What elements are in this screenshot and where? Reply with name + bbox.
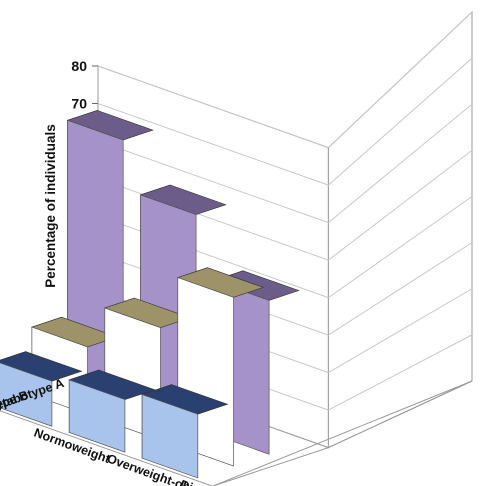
y-axis-label: Percentage of individuals bbox=[43, 124, 58, 288]
gridline-back bbox=[97, 103, 329, 186]
gridline-back bbox=[97, 178, 329, 261]
gridline-right bbox=[328, 334, 473, 411]
gridline-right bbox=[328, 57, 473, 186]
y-tick-label: 80 bbox=[71, 58, 87, 74]
gridline-right bbox=[328, 196, 473, 299]
floor-right-edge bbox=[328, 380, 473, 449]
gridline-back bbox=[97, 65, 329, 149]
gridline-right bbox=[328, 242, 473, 336]
bar bbox=[68, 379, 126, 453]
gridline-right bbox=[328, 149, 473, 261]
gridline-right bbox=[328, 103, 473, 223]
gridline-right bbox=[328, 288, 473, 374]
y-tick-label: 70 bbox=[71, 96, 87, 112]
gridline-back bbox=[97, 140, 329, 224]
bar bbox=[141, 394, 199, 479]
bar bbox=[0, 362, 53, 427]
gridline-back bbox=[97, 215, 329, 299]
floor-front-edge bbox=[212, 380, 473, 486]
gridline-right bbox=[328, 11, 473, 148]
